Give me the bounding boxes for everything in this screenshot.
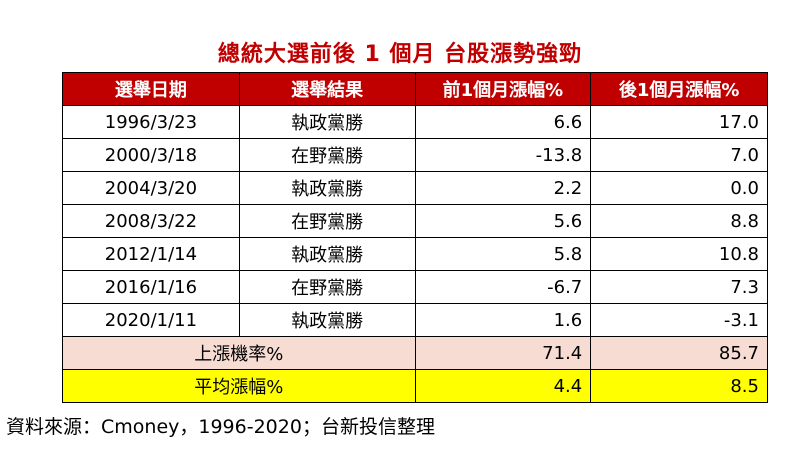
cell-result: 在野黨勝	[238, 270, 416, 304]
cell-pre: 6.6	[414, 105, 592, 139]
summary-row-average-gain: 平均漲幅% 4.4 8.5	[62, 369, 768, 403]
cell-result: 執政黨勝	[238, 303, 416, 337]
cell-post: 8.8	[590, 204, 768, 238]
cell-date: 2020/1/11	[62, 303, 240, 337]
cell-post: 17.0	[590, 105, 768, 139]
table-row: 2016/1/16 在野黨勝 -6.7 7.3	[62, 270, 768, 304]
election-returns-table: 選舉日期 選舉結果 前1個月漲幅% 後1個月漲幅% 1996/3/23 執政黨勝…	[62, 72, 768, 403]
cell-pre: 5.6	[414, 204, 592, 238]
summary-row-rise-probability: 上漲機率% 71.4 85.7	[62, 336, 768, 370]
cell-pre: -13.8	[414, 138, 592, 172]
header-post-month: 後1個月漲幅%	[590, 72, 768, 106]
source-note: 資料來源：Cmoney，1996-2020；台新投信整理	[6, 416, 435, 438]
cell-post: 10.8	[590, 237, 768, 271]
table-title: 總統大選前後 1 個月 台股漲勢強勁	[217, 42, 583, 67]
cell-date: 2008/3/22	[62, 204, 240, 238]
cell-pre: -6.7	[414, 270, 592, 304]
cell-result: 執政黨勝	[238, 171, 416, 205]
cell-post: 0.0	[590, 171, 768, 205]
table-row: 2008/3/22 在野黨勝 5.6 8.8	[62, 204, 768, 238]
summary-pre: 4.4	[414, 369, 592, 403]
table-row: 2004/3/20 執政黨勝 2.2 0.0	[62, 171, 768, 205]
summary-label: 上漲機率%	[62, 336, 416, 370]
summary-pre: 71.4	[414, 336, 592, 370]
cell-post: 7.0	[590, 138, 768, 172]
cell-date: 2000/3/18	[62, 138, 240, 172]
table-row: 2012/1/14 執政黨勝 5.8 10.8	[62, 237, 768, 271]
cell-pre: 2.2	[414, 171, 592, 205]
table-row: 1996/3/23 執政黨勝 6.6 17.0	[62, 105, 768, 139]
cell-post: 7.3	[590, 270, 768, 304]
cell-result: 在野黨勝	[238, 138, 416, 172]
header-pre-month: 前1個月漲幅%	[414, 72, 592, 106]
cell-date: 2004/3/20	[62, 171, 240, 205]
header-row: 選舉日期 選舉結果 前1個月漲幅% 後1個月漲幅%	[62, 72, 768, 106]
header-result: 選舉結果	[238, 72, 416, 106]
cell-result: 執政黨勝	[238, 237, 416, 271]
cell-date: 2016/1/16	[62, 270, 240, 304]
cell-pre: 5.8	[414, 237, 592, 271]
table-row: 2020/1/11 執政黨勝 1.6 -3.1	[62, 303, 768, 337]
cell-result: 執政黨勝	[238, 105, 416, 139]
cell-pre: 1.6	[414, 303, 592, 337]
header-date: 選舉日期	[62, 72, 240, 106]
summary-post: 8.5	[590, 369, 768, 403]
summary-post: 85.7	[590, 336, 768, 370]
cell-date: 1996/3/23	[62, 105, 240, 139]
cell-date: 2012/1/14	[62, 237, 240, 271]
summary-label: 平均漲幅%	[62, 369, 416, 403]
cell-post: -3.1	[590, 303, 768, 337]
table-row: 2000/3/18 在野黨勝 -13.8 7.0	[62, 138, 768, 172]
cell-result: 在野黨勝	[238, 204, 416, 238]
